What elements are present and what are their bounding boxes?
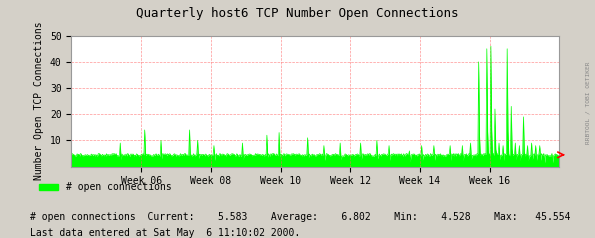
Text: RRBTOOL / TOBI OETIKER: RRBTOOL / TOBI OETIKER bbox=[585, 61, 590, 144]
Y-axis label: Number Open TCP Connections: Number Open TCP Connections bbox=[35, 22, 45, 180]
Text: # open connections  Current:    5.583    Average:    6.802    Min:    4.528    M: # open connections Current: 5.583 Averag… bbox=[30, 212, 570, 222]
Text: Quarterly host6 TCP Number Open Connections: Quarterly host6 TCP Number Open Connecti… bbox=[136, 7, 459, 20]
Legend: # open connections: # open connections bbox=[35, 178, 176, 196]
Text: Last data entered at Sat May  6 11:10:02 2000.: Last data entered at Sat May 6 11:10:02 … bbox=[30, 228, 300, 238]
